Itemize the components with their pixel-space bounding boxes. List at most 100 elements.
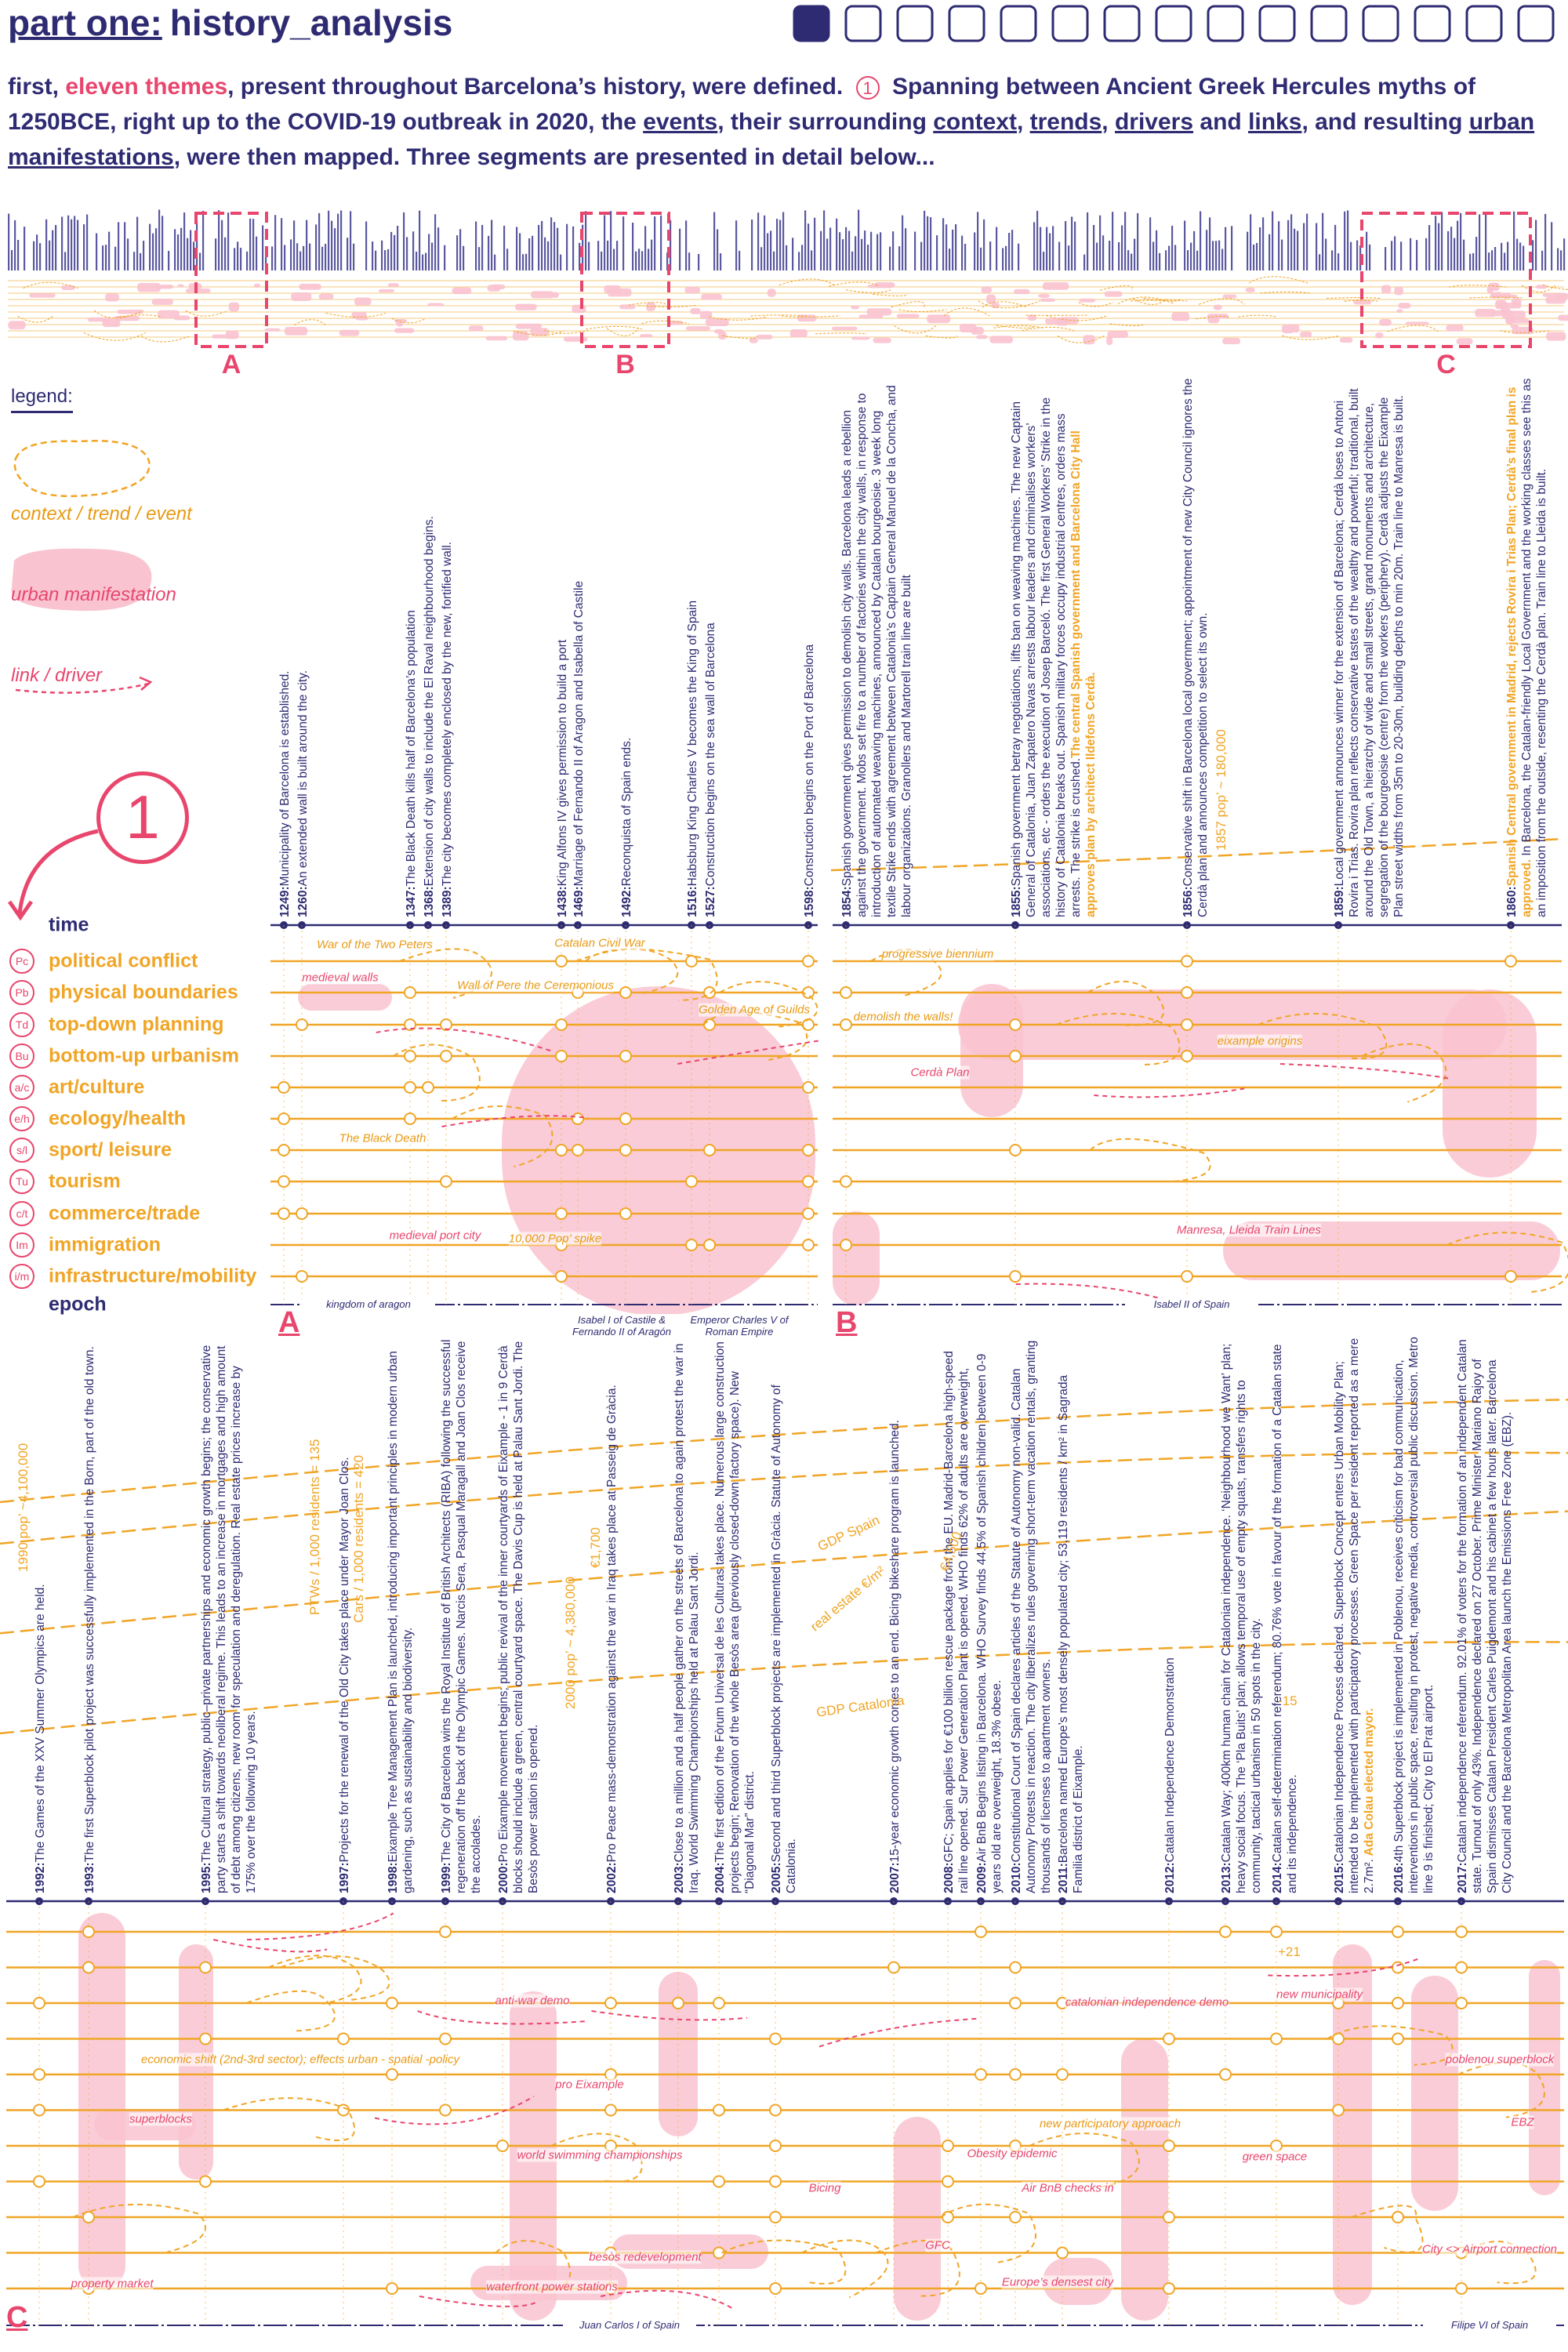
overview-blob bbox=[1456, 338, 1473, 345]
overview-blob bbox=[354, 297, 372, 306]
theme-abbr: Tu bbox=[9, 1169, 34, 1194]
page-indicator[interactable] bbox=[1207, 5, 1244, 42]
overview-bar bbox=[1287, 220, 1290, 270]
overview-blob bbox=[639, 334, 653, 338]
event-highlight: Ada Colau elected mayor. bbox=[1363, 1708, 1376, 1860]
page-indicator[interactable] bbox=[793, 5, 830, 42]
page-indicator[interactable] bbox=[1465, 5, 1503, 42]
event-node bbox=[769, 2211, 782, 2223]
event-description: Pro Eixample movement begins; public rev… bbox=[497, 1341, 540, 1893]
overview-bar bbox=[989, 241, 992, 270]
overview-bar bbox=[96, 233, 98, 270]
segment-label: C bbox=[6, 2301, 28, 2334]
overview-bar bbox=[1544, 213, 1547, 270]
overview-bar bbox=[1046, 227, 1048, 270]
overview-blob bbox=[117, 310, 143, 314]
intro-term: drivers bbox=[1114, 109, 1194, 135]
overview-bar bbox=[952, 229, 954, 270]
event-year: 1856: bbox=[1181, 886, 1195, 917]
event-year: 1993: bbox=[83, 1862, 96, 1893]
page-indicator[interactable] bbox=[1155, 5, 1192, 42]
link-driver bbox=[818, 2017, 978, 2048]
overview-bar bbox=[739, 250, 741, 270]
overview-focus bbox=[194, 212, 268, 348]
event-node bbox=[942, 2140, 954, 2152]
overview-bar bbox=[1369, 244, 1371, 270]
overview-bar bbox=[331, 220, 333, 270]
trend-label: 2000 pop’ ~ 4,380,000 bbox=[563, 1576, 578, 1709]
event-text: 1492:Reconquista of Spain ends. bbox=[619, 392, 681, 917]
overview-bar bbox=[1093, 224, 1095, 270]
event-node bbox=[1270, 2032, 1283, 2045]
overview-bar bbox=[1272, 211, 1274, 270]
overview-link bbox=[815, 332, 867, 335]
overview-bar bbox=[1410, 238, 1412, 270]
page-indicator[interactable] bbox=[1000, 5, 1037, 42]
overview-label: B bbox=[615, 350, 635, 379]
event-node bbox=[1392, 1926, 1404, 1938]
event-node bbox=[769, 2032, 782, 2045]
overview-bar bbox=[149, 223, 151, 270]
overview-bar bbox=[1102, 235, 1105, 270]
event-text: 2007:15-year economic growth comes to an… bbox=[887, 1337, 937, 1893]
overview-bar bbox=[1040, 227, 1042, 270]
theme-abbr: c/t bbox=[9, 1201, 34, 1226]
overview-link bbox=[722, 335, 758, 339]
event-node bbox=[685, 1239, 698, 1251]
page-indicator[interactable] bbox=[1310, 5, 1348, 42]
overview-link bbox=[993, 325, 1044, 328]
overview-blob bbox=[684, 286, 701, 294]
context-loop bbox=[801, 2239, 889, 2299]
overview-bar bbox=[1334, 224, 1337, 270]
event-year: 1368: bbox=[423, 886, 436, 917]
page-indicator[interactable] bbox=[948, 5, 985, 42]
page-indicator[interactable] bbox=[844, 5, 882, 42]
overview-bar bbox=[127, 238, 129, 270]
trend-label: 1990 pop’ ~4,100,000 bbox=[16, 1443, 31, 1572]
event-node bbox=[769, 2140, 782, 2152]
overview-bar bbox=[293, 220, 296, 270]
overview-blob bbox=[873, 337, 891, 343]
page-indicator[interactable] bbox=[1051, 5, 1089, 42]
event-description: Catalan self-determination referendum; 8… bbox=[1271, 1344, 1299, 1893]
overview-blob bbox=[61, 285, 75, 291]
overview-bar bbox=[804, 210, 807, 270]
overview-bar bbox=[760, 247, 763, 270]
context-loop bbox=[1087, 980, 1165, 1026]
event-text: 2000:Pro Eixample movement begins; publi… bbox=[496, 1337, 600, 1893]
event-year: 1997: bbox=[338, 1862, 351, 1893]
overview-bar bbox=[870, 231, 873, 270]
annotation: economic shift (2nd-3rd sector); effects… bbox=[140, 2053, 460, 2067]
overview-bar bbox=[406, 237, 408, 270]
urban-manifestation bbox=[1411, 1976, 1458, 2211]
overview-link bbox=[1046, 314, 1108, 321]
page-indicator[interactable] bbox=[1414, 5, 1451, 42]
overview-bar bbox=[516, 227, 518, 270]
overview-bar bbox=[632, 222, 634, 270]
event-text: 1368:Extension of city walls to include … bbox=[422, 392, 437, 917]
event-node bbox=[1392, 1961, 1404, 1974]
overview-bar bbox=[898, 246, 901, 270]
trend-label: +21 bbox=[1278, 1944, 1301, 1959]
overview-bar bbox=[1253, 244, 1255, 270]
event-year: 1859: bbox=[1333, 886, 1346, 917]
overview-blob bbox=[563, 336, 588, 342]
page-indicator[interactable] bbox=[1517, 5, 1555, 42]
page-indicator[interactable] bbox=[1362, 5, 1399, 42]
overview-bar bbox=[340, 210, 343, 270]
overview-bar bbox=[924, 210, 926, 270]
event-text: 2016:4th Superblock project is implement… bbox=[1392, 1337, 1450, 1893]
context-loop bbox=[72, 2203, 206, 2253]
event-year: 1855: bbox=[1010, 886, 1023, 917]
overview-bar bbox=[102, 245, 104, 270]
overview-bar bbox=[851, 251, 854, 270]
overview-bar bbox=[444, 245, 446, 270]
event-node bbox=[33, 1997, 45, 2009]
theme-name: tourism bbox=[49, 1170, 121, 1192]
overview-bar bbox=[541, 220, 543, 270]
event-description: Air BnB Begins listing in Barcelona. WHO… bbox=[975, 1353, 1004, 1893]
page-indicator[interactable] bbox=[896, 5, 934, 42]
page-indicator[interactable] bbox=[1258, 5, 1296, 42]
page-indicator[interactable] bbox=[1103, 5, 1141, 42]
event-node bbox=[1009, 1997, 1022, 2009]
